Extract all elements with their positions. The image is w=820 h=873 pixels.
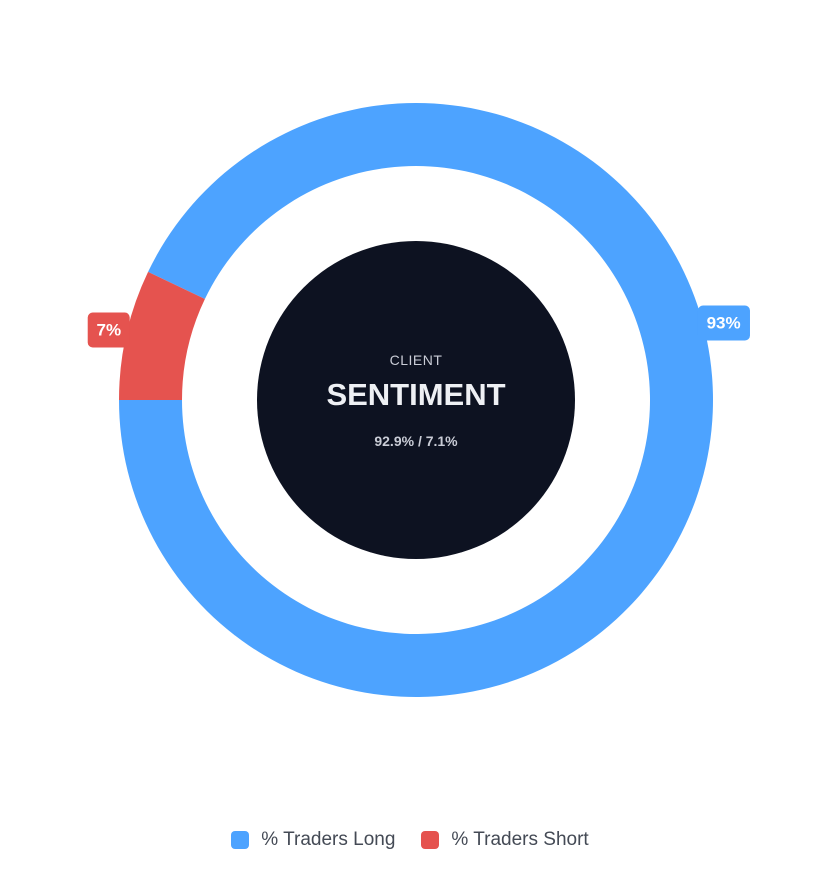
- legend-swatch-short: [421, 831, 440, 849]
- center-title: SENTIMENT: [326, 377, 506, 412]
- legend-label-long: % Traders Long: [261, 829, 396, 850]
- legend-item-long[interactable]: % Traders Long: [231, 829, 395, 851]
- donut-slice-short[interactable]: [119, 271, 205, 400]
- legend: % Traders Long % Traders Short: [0, 829, 820, 851]
- center-eyebrow: CLIENT: [389, 352, 443, 368]
- legend-swatch-long: [231, 831, 250, 849]
- sentiment-donut-chart: 93% 7% CLIENT SENTIMENT 92.9% / 7.1%: [87, 102, 750, 697]
- center-subtitle: 92.9% / 7.1%: [374, 433, 458, 449]
- slice-label-short: 7%: [87, 312, 131, 348]
- legend-label-short: % Traders Short: [451, 829, 589, 850]
- slice-label-long: 93%: [697, 305, 750, 341]
- legend-item-short[interactable]: % Traders Short: [421, 829, 589, 851]
- center-hub: [257, 241, 575, 559]
- donut-svg: [119, 102, 713, 697]
